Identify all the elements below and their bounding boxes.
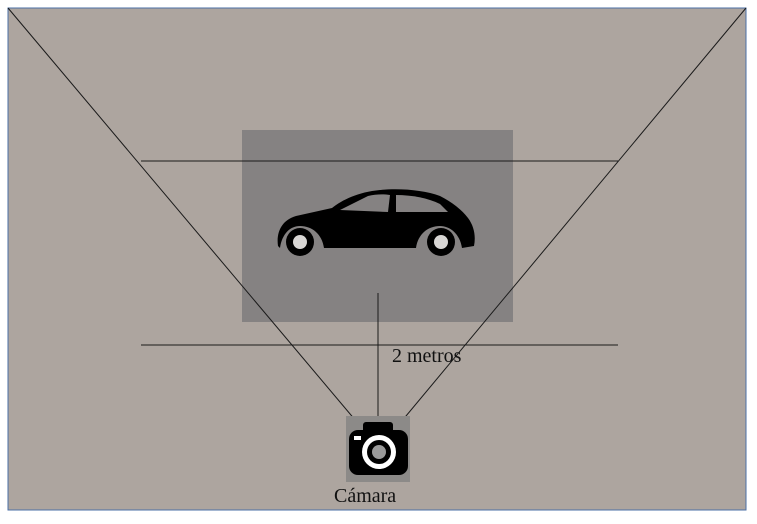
distance-label: 2 metros [392, 345, 462, 367]
car-icon [277, 189, 475, 256]
fov-left-line [7, 7, 373, 441]
camera-label: Cámara [334, 485, 397, 507]
fov-right-line [385, 7, 747, 441]
camera-icon [349, 422, 408, 475]
